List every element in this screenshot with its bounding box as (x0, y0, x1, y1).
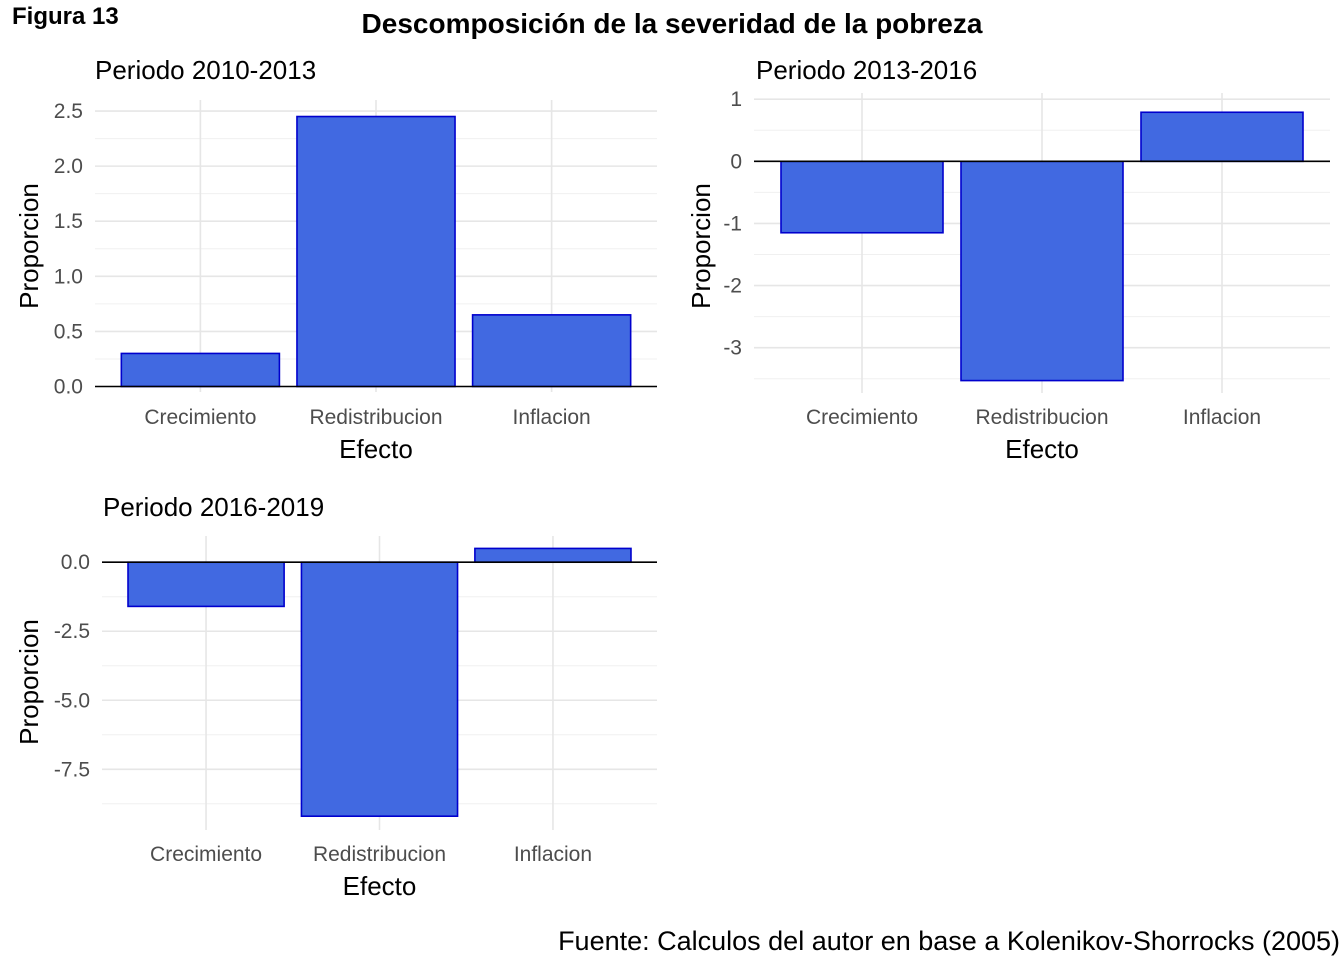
panel-title: Periodo 2013-2016 (756, 55, 977, 85)
y-tick-label: 1.0 (54, 265, 83, 288)
x-tick-label: Crecimiento (806, 406, 918, 429)
y-tick-label: 0.0 (54, 375, 83, 398)
y-tick-label: -3 (723, 337, 742, 360)
chart-panels: 0.0 0.5 1.0 1.5 2.0 2.5 Crecimiento Redistribuc… (14, 55, 1330, 901)
bar-redistribucion (300, 561, 459, 817)
x-tick-label: Crecimiento (150, 843, 262, 866)
x-tick-label: Redistribucion (313, 843, 446, 866)
bar-crecimiento (120, 352, 281, 388)
bar-crecimiento (780, 160, 944, 234)
x-tick-label: Redistribucion (975, 406, 1108, 429)
x-tick-label: Inflacion (513, 406, 591, 429)
x-axis-title: Efecto (339, 434, 413, 464)
panel-title: Periodo 2016-2019 (103, 492, 324, 522)
bar-redistribucion (296, 115, 456, 388)
bar-inflacion (471, 314, 632, 388)
figure-label: Figura 13 (12, 3, 119, 30)
chart-panel-1: 0.0 0.5 1.0 1.5 2.0 2.5 Crecimiento Redistribuc… (14, 55, 657, 464)
y-tick-label: 2.0 (54, 155, 83, 178)
bar-redistribucion (960, 160, 1124, 382)
x-axis-title: Efecto (343, 871, 417, 901)
bar-inflacion (474, 547, 632, 564)
y-axis-title: Proporcion (14, 183, 44, 309)
y-tick-label: 0 (730, 150, 742, 173)
bar-crecimiento (127, 561, 285, 608)
y-tick-label: -1 (723, 212, 742, 235)
y-tick-label: -5.0 (54, 689, 90, 712)
y-axis-title: Proporcion (14, 619, 44, 745)
y-tick-label: -7.5 (54, 758, 90, 781)
y-axis-title: Proporcion (686, 183, 716, 309)
panel-title: Periodo 2010-2013 (95, 55, 316, 85)
chart-panel-2: -3 -2 -1 0 1 Crecimiento Redistribucion Inflaci… (686, 55, 1330, 464)
y-tick-label: 1.5 (54, 210, 83, 233)
chart-panel-3: -7.5 -5.0 -2.5 0.0 Crecimiento Redistribucion… (14, 492, 657, 901)
bar-inflacion (1140, 111, 1304, 163)
y-tick-label: -2.5 (54, 620, 90, 643)
source-note: Fuente: Calculos del autor en base a Kol… (558, 926, 1340, 956)
x-axis-title: Efecto (1005, 434, 1079, 464)
x-tick-label: Inflacion (1183, 406, 1261, 429)
y-tick-label: -2 (723, 275, 742, 298)
y-tick-label: 2.5 (54, 100, 83, 123)
y-tick-label: 1 (730, 88, 742, 111)
figure-title: Descomposición de la severidad de la pob… (362, 8, 983, 39)
x-tick-label: Redistribucion (309, 406, 442, 429)
x-tick-label: Inflacion (514, 843, 592, 866)
x-tick-label: Crecimiento (144, 406, 256, 429)
y-tick-label: 0.5 (54, 320, 83, 343)
y-tick-label: 0.0 (61, 551, 90, 574)
